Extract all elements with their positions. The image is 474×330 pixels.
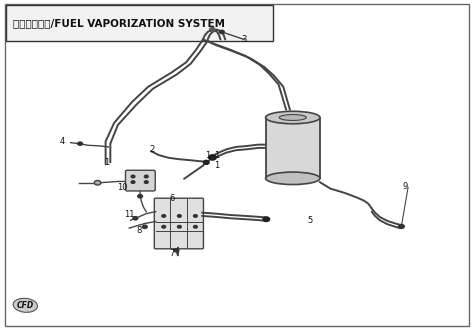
FancyBboxPatch shape bbox=[126, 170, 155, 191]
Circle shape bbox=[399, 224, 404, 228]
Circle shape bbox=[219, 30, 224, 34]
Circle shape bbox=[145, 175, 148, 178]
Circle shape bbox=[210, 28, 215, 32]
Text: 11: 11 bbox=[124, 210, 135, 219]
Circle shape bbox=[131, 175, 135, 178]
Ellipse shape bbox=[265, 172, 320, 184]
Circle shape bbox=[78, 142, 82, 145]
Text: 1: 1 bbox=[104, 158, 109, 167]
Ellipse shape bbox=[13, 298, 37, 312]
Circle shape bbox=[174, 249, 179, 252]
Circle shape bbox=[177, 225, 181, 228]
Circle shape bbox=[203, 160, 209, 164]
Text: 9: 9 bbox=[402, 182, 407, 191]
Text: 8: 8 bbox=[136, 226, 141, 235]
Bar bbox=[6, 5, 273, 41]
Text: 10: 10 bbox=[118, 183, 128, 192]
Circle shape bbox=[209, 155, 216, 160]
Text: 燃油蒸发系统/FUEL VAPORIZATION SYSTEM: 燃油蒸发系统/FUEL VAPORIZATION SYSTEM bbox=[12, 18, 225, 28]
Text: 1: 1 bbox=[215, 161, 220, 170]
Circle shape bbox=[193, 214, 197, 217]
Text: 6: 6 bbox=[169, 194, 174, 203]
Circle shape bbox=[162, 225, 165, 228]
Ellipse shape bbox=[279, 115, 306, 120]
Ellipse shape bbox=[265, 111, 320, 124]
Circle shape bbox=[94, 181, 101, 185]
Text: 2: 2 bbox=[149, 145, 155, 154]
Text: 1: 1 bbox=[205, 150, 210, 160]
Circle shape bbox=[263, 217, 270, 221]
Circle shape bbox=[143, 225, 147, 228]
Circle shape bbox=[145, 181, 148, 183]
Text: 1: 1 bbox=[215, 150, 220, 160]
Text: 7: 7 bbox=[169, 248, 174, 258]
Bar bbox=[265, 117, 320, 178]
Text: CFD: CFD bbox=[17, 301, 34, 310]
Circle shape bbox=[131, 181, 135, 183]
Circle shape bbox=[177, 214, 181, 217]
Circle shape bbox=[138, 195, 143, 198]
Text: 3: 3 bbox=[241, 35, 247, 44]
Circle shape bbox=[162, 214, 165, 217]
Circle shape bbox=[193, 225, 197, 228]
Circle shape bbox=[133, 216, 138, 220]
Text: 5: 5 bbox=[308, 216, 313, 225]
Text: 4: 4 bbox=[60, 137, 65, 146]
FancyBboxPatch shape bbox=[155, 198, 203, 249]
